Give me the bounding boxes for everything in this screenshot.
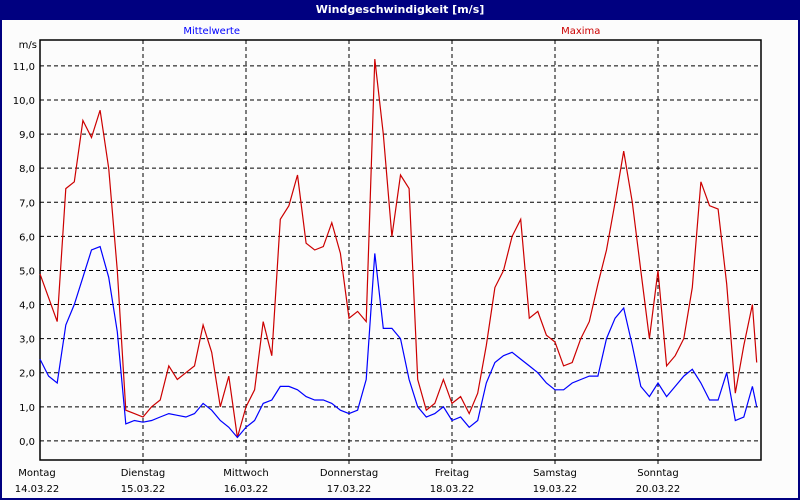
legend-maxima: Maxima — [561, 26, 600, 37]
x-tick-date: 16.03.22 — [224, 484, 269, 495]
y-tick-label: 2,0 — [19, 369, 35, 380]
x-tick-date: 19.03.22 — [533, 484, 578, 495]
chart-panel: 0,0 1,0 2,0 3,0 4,0 5,0 6,0 7,0 8,0 9,0 10,0 11,0 m/… — [2, 20, 798, 498]
x-tick-day: Montag — [18, 468, 55, 479]
y-tick-label: 9,0 — [19, 130, 35, 141]
x-tick-day: Sonntag — [637, 468, 679, 479]
x-tick-date: 17.03.22 — [327, 484, 372, 495]
x-tick-day: Donnerstag — [320, 468, 378, 479]
x-tick-date: 20.03.22 — [636, 484, 681, 495]
y-tick-label: 3,0 — [19, 335, 35, 346]
x-tick-date: 15.03.22 — [121, 484, 166, 495]
y-tick-label: 5,0 — [19, 266, 35, 277]
series-line-maxima — [39, 59, 758, 438]
x-tick-day: Dienstag — [121, 468, 166, 479]
x-tick-day: Samstag — [533, 468, 577, 479]
y-tick-label: 0,0 — [19, 437, 35, 448]
x-tick-date: 18.03.22 — [430, 484, 475, 495]
y-tick-label: 10,0 — [13, 96, 35, 107]
x-tick-day: Mittwoch — [223, 468, 268, 479]
y-axis-unit: m/s — [19, 40, 37, 51]
wind-speed-chart: 0,0 1,0 2,0 3,0 4,0 5,0 6,0 7,0 8,0 9,0 10,0 11,0 m/… — [13, 26, 762, 495]
y-tick-label: 1,0 — [19, 403, 35, 414]
y-tick-label: 7,0 — [19, 198, 35, 209]
plot-frame — [39, 39, 762, 461]
window-title: Windgeschwindigkeit [m/s] — [315, 3, 485, 16]
y-tick-label: 8,0 — [19, 164, 35, 175]
series-line-mittelwerte — [39, 245, 758, 439]
legend-mittelwerte: Mittelwerte — [183, 26, 240, 37]
y-tick-label: 6,0 — [19, 232, 35, 243]
y-tick-label: 11,0 — [13, 62, 35, 73]
x-tick-date: 14.03.22 — [15, 484, 60, 495]
x-tick-day: Freitag — [435, 468, 469, 479]
y-tick-label: 4,0 — [19, 301, 35, 312]
